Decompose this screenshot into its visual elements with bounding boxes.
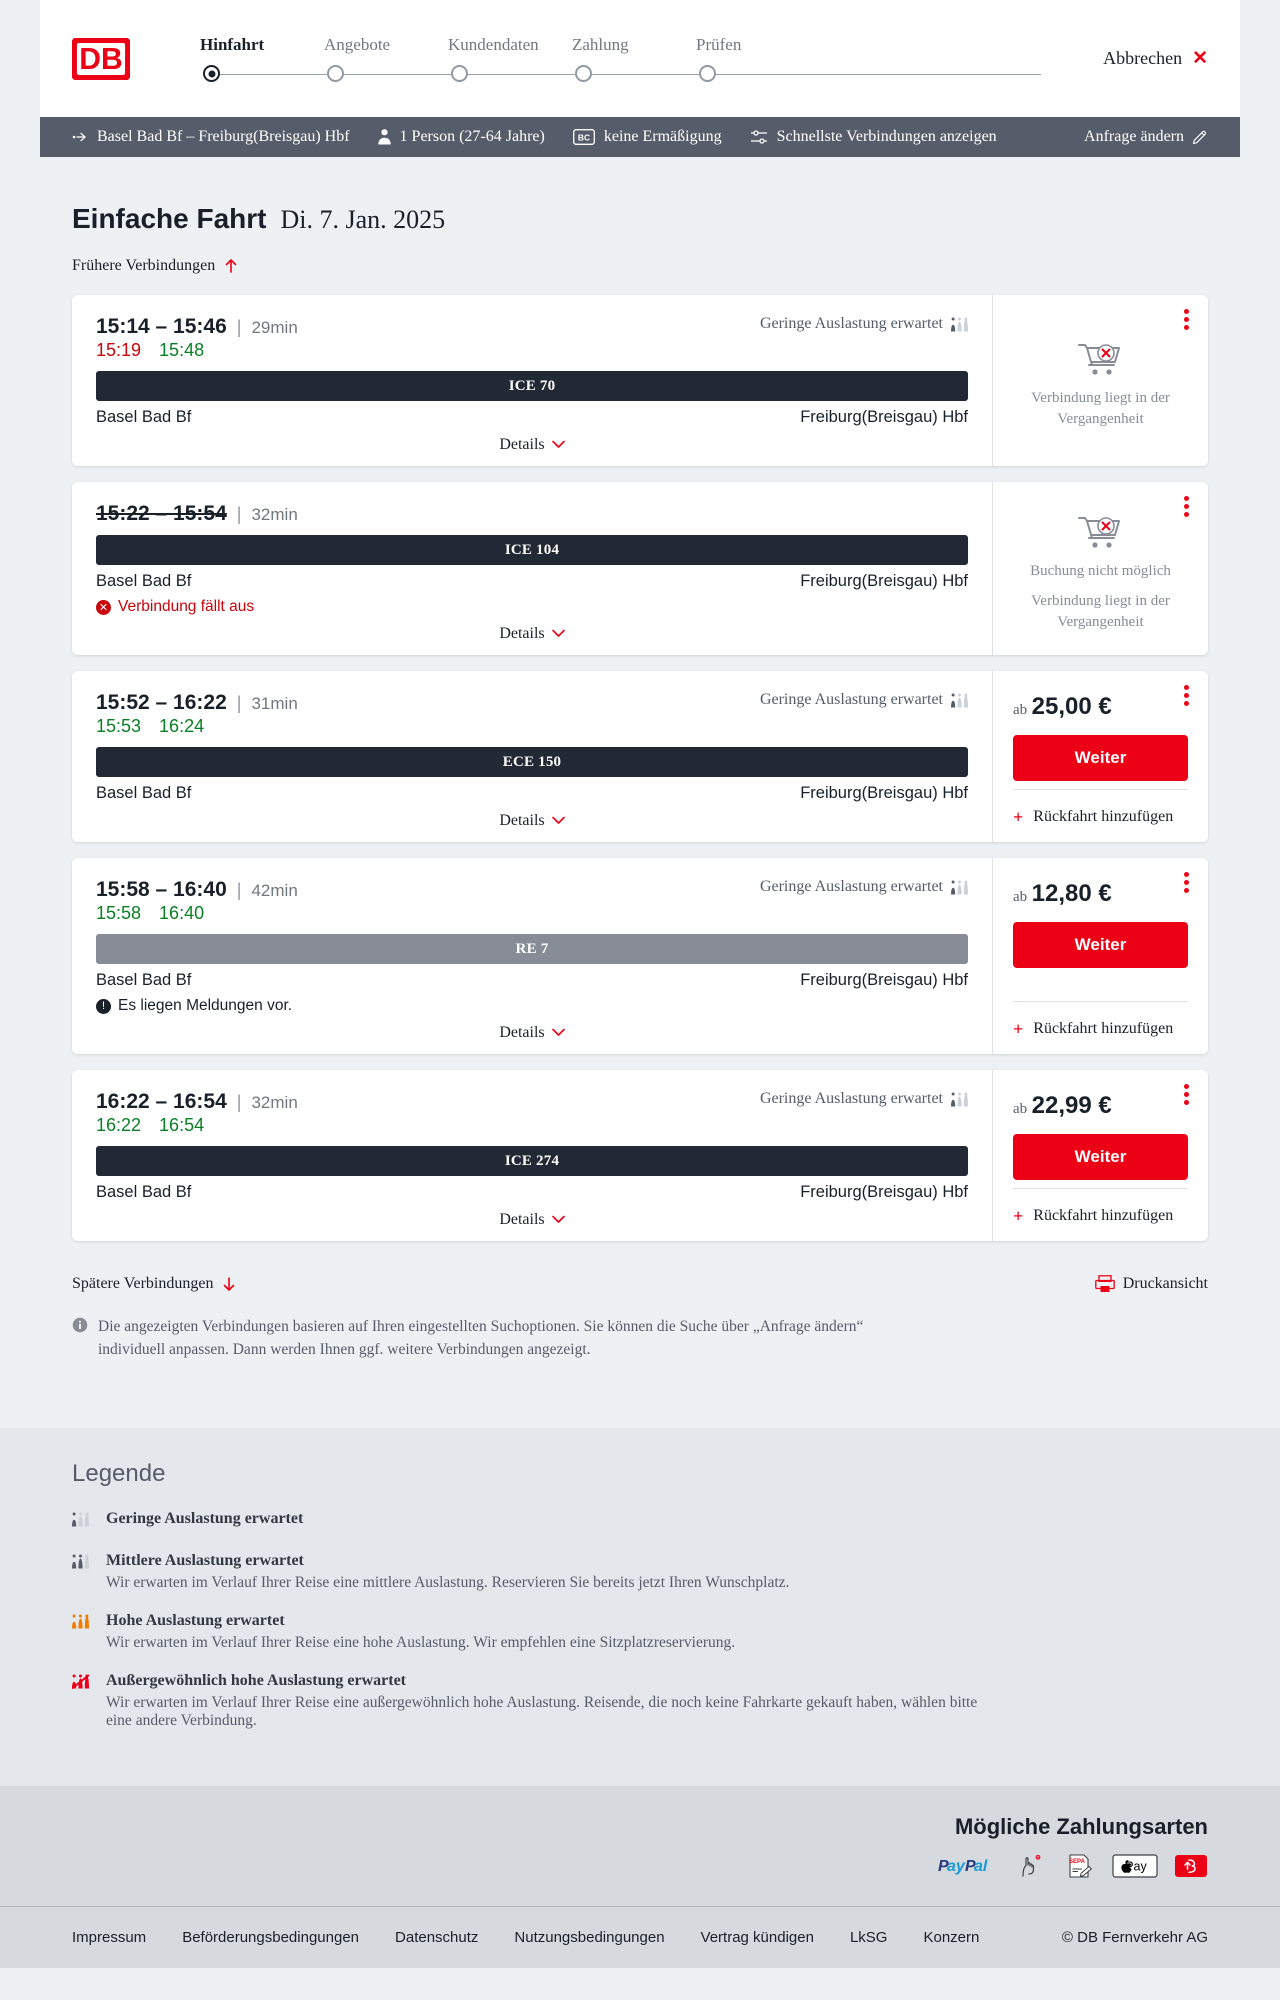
svg-text:BC: BC — [578, 132, 590, 142]
svg-text:al: al — [974, 1858, 988, 1875]
svg-text:ay: ay — [947, 1858, 966, 1875]
svg-text:SEPA: SEPA — [1069, 1859, 1086, 1865]
svg-text:DB: DB — [79, 42, 123, 75]
